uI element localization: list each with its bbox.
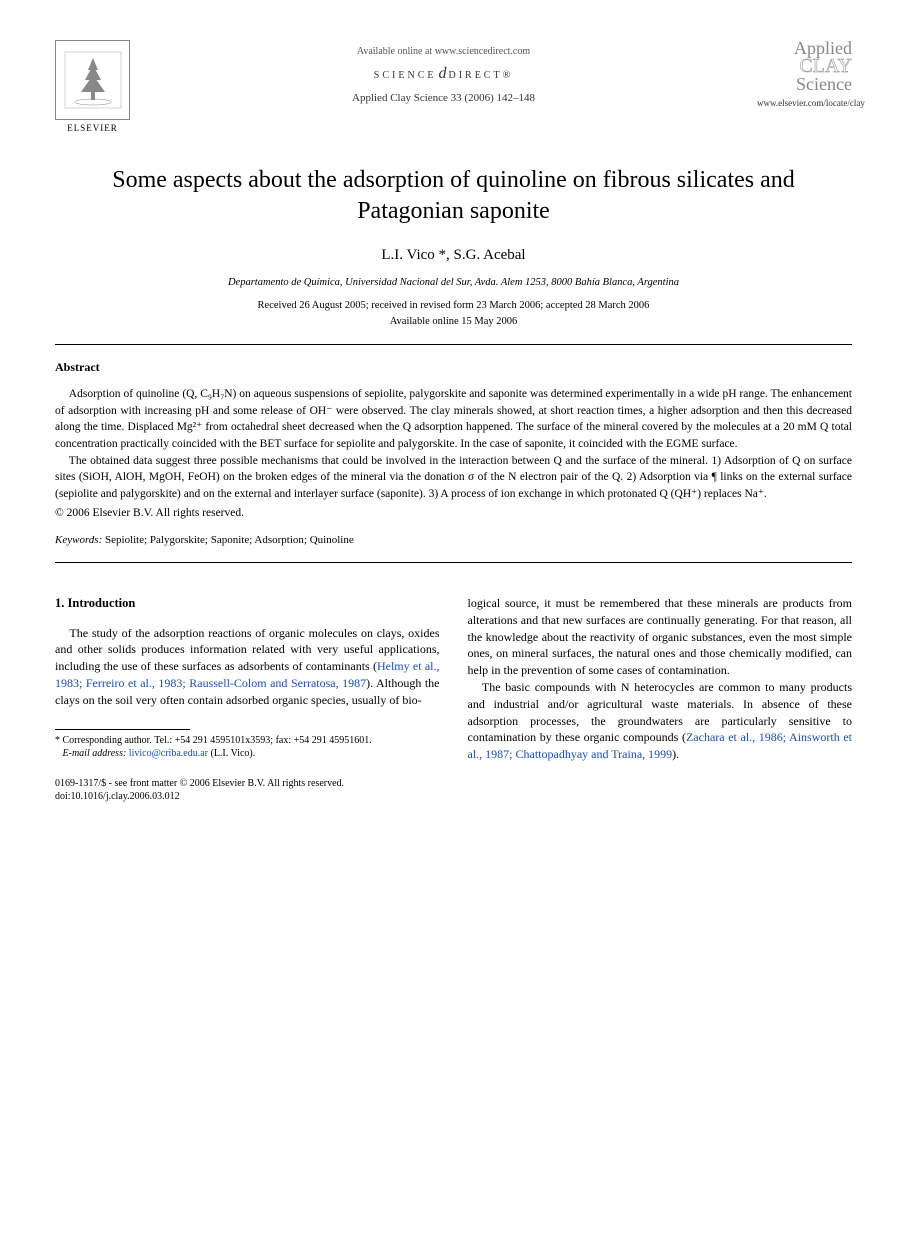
dates-received: Received 26 August 2005; received in rev…: [55, 299, 852, 314]
divider-top: [55, 344, 852, 345]
journal-name-line3: Science: [757, 76, 852, 93]
abstract-label: Abstract: [55, 359, 852, 376]
copyright-line: © 2006 Elsevier B.V. All rights reserved…: [55, 505, 852, 521]
article-title: Some aspects about the adsorption of qui…: [95, 165, 812, 227]
journal-url: www.elsevier.com/locate/clay: [757, 97, 852, 110]
header-row: ELSEVIER Available online at www.science…: [55, 40, 852, 135]
keywords-text: Sepiolite; Palygorskite; Saponite; Adsor…: [102, 534, 353, 546]
elsevier-tree-icon: [55, 40, 130, 120]
left-column: 1. Introduction The study of the adsorpt…: [55, 595, 440, 763]
sd-at-icon: d: [438, 65, 446, 82]
authors: L.I. Vico *, S.G. Acebal: [55, 245, 852, 266]
journal-name: Applied CLAY Science: [757, 40, 852, 93]
body-columns: 1. Introduction The study of the adsorpt…: [55, 595, 852, 763]
section-1-heading: 1. Introduction: [55, 595, 440, 613]
intro-p2-b: ).: [672, 747, 679, 761]
abstract-body: Adsorption of quinoline (Q, C₉H₇N) on aq…: [55, 386, 852, 503]
journal-reference: Applied Clay Science 33 (2006) 142–148: [130, 91, 757, 106]
footer-doi: doi:10.1016/j.clay.2006.03.012: [55, 790, 852, 803]
intro-p1: The study of the adsorption reactions of…: [55, 625, 440, 709]
abstract-p2: The obtained data suggest three possible…: [55, 453, 852, 503]
elsevier-label: ELSEVIER: [55, 122, 130, 135]
journal-logo-block: Applied CLAY Science www.elsevier.com/lo…: [757, 40, 852, 110]
keywords-line: Keywords: Sepiolite; Palygorskite; Sapon…: [55, 533, 852, 548]
corresponding-author: * Corresponding author. Tel.: +54 291 45…: [55, 734, 440, 747]
sd-right: DIRECT®: [448, 70, 513, 81]
sd-left: SCIENCE: [374, 70, 437, 81]
email-line: E-mail address: livico@criba.edu.ar (L.I…: [55, 747, 440, 760]
affiliation: Departamento de Química, Universidad Nac…: [55, 276, 852, 291]
email-label: E-mail address:: [63, 748, 127, 759]
divider-bottom: [55, 562, 852, 563]
elsevier-block: ELSEVIER: [55, 40, 130, 135]
email-suffix: (L.I. Vico).: [208, 748, 255, 759]
header-center: Available online at www.sciencedirect.co…: [130, 40, 757, 107]
footnote-rule: [55, 729, 190, 730]
abstract-p1: Adsorption of quinoline (Q, C₉H₇N) on aq…: [55, 386, 852, 453]
email-address[interactable]: livico@criba.edu.ar: [129, 748, 208, 759]
dates-online: Available online 15 May 2006: [55, 315, 852, 330]
available-online-text: Available online at www.sciencedirect.co…: [130, 45, 757, 59]
right-column: logical source, it must be remembered th…: [468, 595, 853, 763]
intro-p1-cont: logical source, it must be remembered th…: [468, 595, 853, 679]
page-footer: 0169-1317/$ - see front matter © 2006 El…: [55, 777, 852, 803]
footer-line1: 0169-1317/$ - see front matter © 2006 El…: [55, 777, 852, 790]
sciencedirect-logo: SCIENCEdDIRECT®: [130, 63, 757, 85]
intro-p2: The basic compounds with N heterocycles …: [468, 679, 853, 763]
keywords-label: Keywords:: [55, 534, 102, 546]
